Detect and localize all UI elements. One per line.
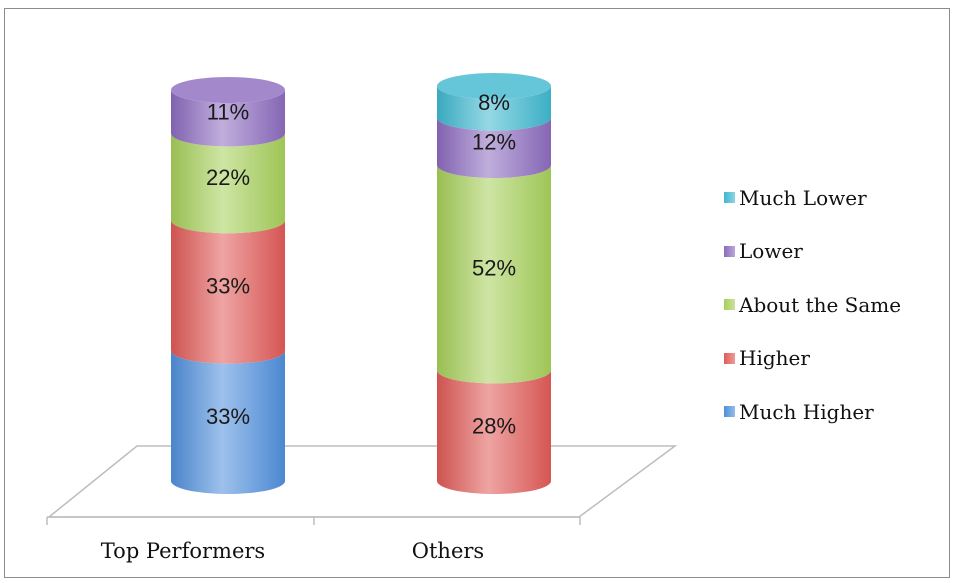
data-label-top-performers-higher: 33% — [206, 273, 250, 298]
bar-segment-others-higher — [437, 370, 551, 494]
legend-item-about-the-same: About the Same — [724, 291, 950, 318]
bar-segment-top-performers-higher — [171, 220, 285, 364]
data-label-others-higher: 28% — [472, 414, 516, 439]
floor-plane — [46, 445, 678, 518]
bar-cap-others — [437, 73, 551, 99]
bar-segment-top-performers-lower — [171, 89, 285, 147]
data-label-top-performers-much-higher: 33% — [206, 404, 250, 429]
data-label-others-much-lower: 8% — [478, 90, 510, 115]
legend-item-much-lower: Much Lower — [724, 184, 950, 211]
chart-floor — [46, 445, 678, 518]
bar-group — [171, 73, 551, 494]
bar-segment-others-about-the-same — [437, 165, 551, 384]
legend-swatch-about-the-same — [724, 299, 735, 310]
legend-swatch-much-lower — [724, 192, 735, 203]
legend-label-about-the-same: About the Same — [739, 292, 902, 317]
legend: Much Lower Lower About the Same Higher Much … — [724, 184, 950, 452]
data-label-top-performers-lower: 11% — [207, 100, 249, 125]
legend-label-lower: Lower — [739, 239, 803, 263]
legend-label-higher: Higher — [739, 346, 810, 370]
legend-label-much-higher: Much Higher — [739, 399, 874, 424]
legend-swatch-much-higher — [724, 406, 735, 417]
category-label-others: Others — [412, 539, 484, 563]
legend-item-much-higher: Much Higher — [724, 398, 950, 425]
bar-top-performers — [171, 76, 285, 494]
legend-label-much-lower: Much Lower — [739, 185, 867, 210]
data-label-group: 33% 33% 22% 11% 28% 52% 12% 8% — [206, 90, 516, 439]
bar-segment-others-lower — [437, 117, 551, 178]
bar-segment-others-much-lower — [437, 86, 551, 131]
bar-segment-top-performers-about-the-same — [171, 133, 285, 234]
category-axis: Top Performers Others — [46, 516, 581, 563]
data-label-top-performers-about-the-same: 22% — [206, 165, 250, 190]
legend-swatch-higher — [724, 352, 735, 364]
bar-others — [437, 73, 551, 494]
legend-item-lower: Lower — [724, 238, 950, 265]
bar-cap-top-performers — [171, 76, 285, 103]
data-label-others-lower: 12% — [472, 129, 516, 154]
data-label-others-about-the-same: 52% — [472, 256, 516, 281]
legend-swatch-lower — [724, 245, 735, 257]
legend-item-higher: Higher — [724, 345, 950, 372]
category-label-top-performers: Top Performers — [101, 539, 265, 563]
bar-segment-top-performers-much-higher — [171, 350, 285, 494]
